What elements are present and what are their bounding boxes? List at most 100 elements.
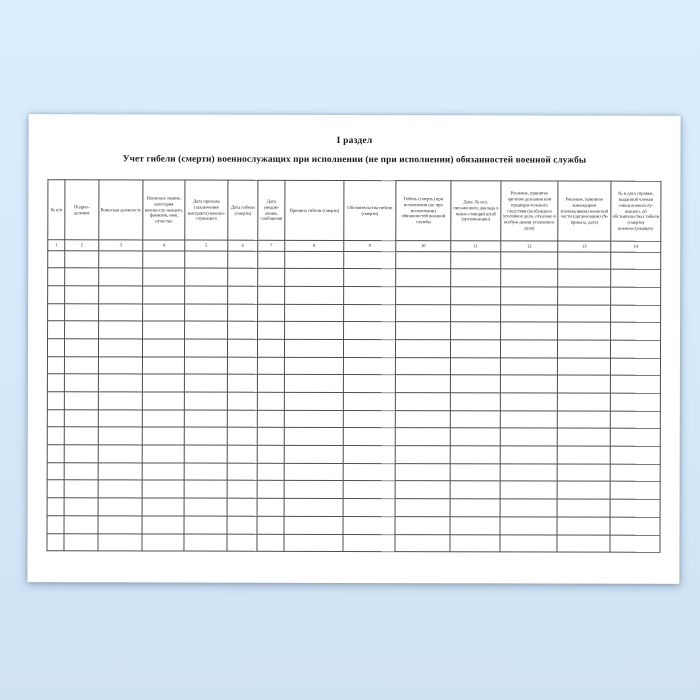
table-cell — [227, 268, 258, 287]
table-cell — [557, 269, 611, 288]
table-cell — [64, 515, 99, 534]
header-cell-1: № п/п — [47, 179, 65, 240]
table-cell — [284, 463, 344, 481]
table-cell — [98, 374, 143, 392]
table-cell — [610, 446, 661, 465]
table-cell — [610, 463, 661, 482]
table-cell — [450, 481, 501, 500]
table-cell — [609, 534, 661, 553]
table-cell — [395, 463, 451, 482]
table-cell — [64, 409, 99, 428]
table-cell — [395, 392, 451, 411]
table-cell — [98, 497, 143, 516]
table-cell — [610, 410, 661, 429]
death-register-table: № п/п Подраз-деление Воинская должность Вои… — [46, 179, 662, 553]
table-cell — [500, 269, 558, 287]
table-cell — [47, 427, 65, 445]
table-cell — [256, 533, 285, 552]
table-cell — [142, 285, 185, 304]
header-cell-8: Причина гибели (смерти) — [284, 180, 344, 241]
table-cell — [47, 320, 65, 339]
table-cell — [343, 427, 396, 446]
table-cell — [184, 321, 228, 340]
table-cell — [64, 338, 99, 357]
table-cell — [47, 409, 65, 428]
table-cell — [610, 393, 661, 411]
table-cell — [556, 534, 611, 553]
table-row — [47, 303, 661, 323]
table-cell — [557, 428, 611, 447]
table-cell — [98, 391, 143, 410]
table-cell — [227, 462, 258, 481]
header-cell-12: Решение, принятое органом дознания или п… — [500, 180, 558, 242]
table-row — [47, 285, 661, 305]
table-cell — [284, 498, 344, 517]
table-cell — [47, 250, 65, 268]
table-cell — [257, 409, 285, 428]
table-cell — [610, 304, 661, 323]
table-cell — [450, 498, 501, 517]
table-cell — [64, 427, 99, 445]
table-cell — [64, 444, 99, 463]
column-number-10: 10 — [395, 240, 451, 252]
table-cell — [142, 338, 185, 357]
table-row — [47, 356, 661, 376]
table-cell — [284, 356, 344, 375]
table-cell — [64, 391, 99, 410]
table-cell — [557, 499, 611, 517]
table-cell — [610, 269, 661, 288]
table-cell — [557, 322, 611, 341]
table-cell — [227, 250, 258, 269]
table-cell — [557, 375, 611, 394]
table-cell — [227, 392, 258, 410]
table-cell — [283, 533, 344, 552]
table-cell — [47, 462, 65, 481]
table-cell — [343, 480, 396, 499]
table-cell — [98, 321, 143, 339]
table-cell — [227, 356, 258, 375]
table-cell — [557, 410, 611, 429]
table-cell — [499, 534, 558, 553]
table-cell — [184, 445, 228, 463]
table-cell — [64, 303, 99, 322]
table-cell — [184, 285, 228, 304]
table-cell — [284, 445, 344, 464]
table-cell — [450, 392, 501, 411]
table-cell — [142, 268, 185, 286]
table-cell — [284, 374, 344, 393]
table-cell — [450, 286, 501, 305]
table-cell — [64, 497, 99, 516]
table-cell — [184, 356, 228, 375]
table-cell — [257, 286, 285, 304]
table-cell — [610, 481, 661, 500]
table-cell — [97, 533, 143, 552]
table-cell — [284, 286, 344, 305]
table-cell — [47, 497, 65, 516]
table-cell — [500, 357, 558, 376]
table-cell — [227, 427, 258, 446]
table-cell — [557, 357, 611, 376]
table-cell — [450, 268, 501, 287]
table-cell — [394, 534, 451, 552]
table-cell — [98, 303, 143, 322]
table-cell — [64, 480, 99, 498]
table-cell — [557, 304, 611, 323]
table-cell — [63, 533, 99, 552]
table-cell — [142, 480, 185, 499]
table-cell — [257, 392, 285, 411]
table-cell — [610, 322, 661, 341]
table-cell — [284, 516, 344, 534]
table-cell — [227, 480, 258, 499]
table-cell — [557, 339, 611, 358]
table-cell — [343, 304, 396, 322]
table-cell — [47, 374, 65, 392]
table-cell — [450, 304, 501, 323]
table-cell — [500, 286, 558, 305]
table-cell — [395, 498, 451, 517]
table-cell — [450, 516, 501, 535]
table-cell — [46, 533, 65, 551]
table-cell — [257, 250, 285, 269]
table-cell — [183, 533, 228, 552]
table-cell — [64, 356, 99, 375]
